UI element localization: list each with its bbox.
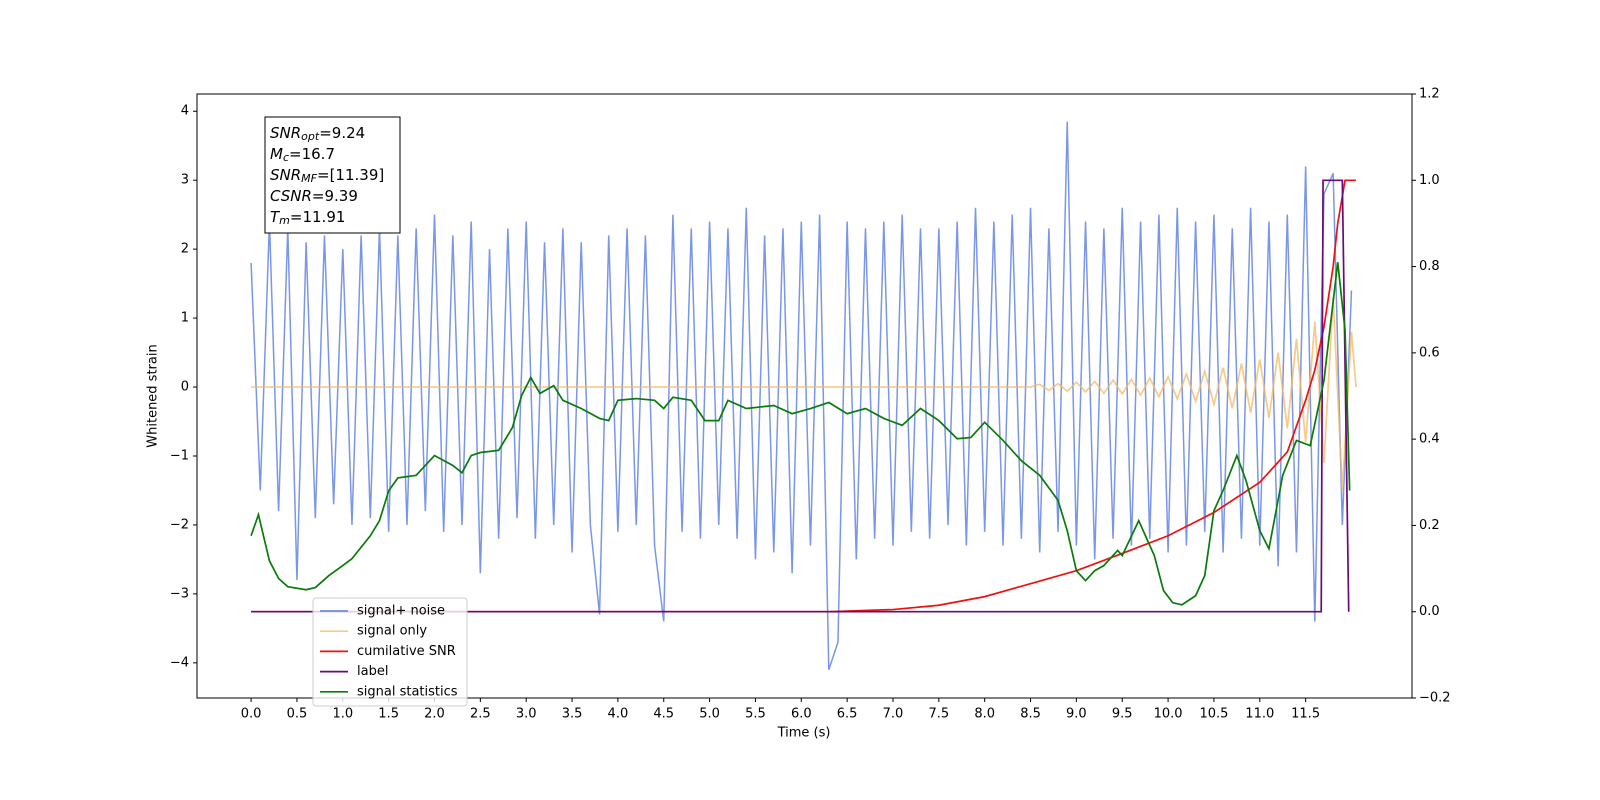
annotation-value: =9.24: [319, 124, 365, 142]
x-tick-label: 8.0: [974, 707, 995, 722]
x-tick-label: 6.5: [837, 707, 858, 722]
x-tick-label: 4.5: [653, 707, 674, 722]
x-tick-label: 1.0: [332, 707, 353, 722]
x-tick-label: 0.0: [241, 707, 262, 722]
x-tick-label: 2.5: [470, 707, 491, 722]
series-line: [250, 121, 1353, 670]
annotation-subscript: c: [283, 151, 289, 164]
legend-label: signal+ noise: [357, 604, 445, 619]
x-tick-label: 4.0: [608, 707, 629, 722]
legend-label: label: [357, 664, 388, 679]
x-tick-label: 3.0: [516, 707, 537, 722]
series-line: [251, 297, 1357, 491]
y-axis-label: Whitened strain: [146, 344, 161, 447]
x-tick-label: 1.5: [378, 707, 399, 722]
annotation: Mc=16.7: [270, 145, 335, 165]
annotation-value: =16.7: [289, 145, 335, 163]
x-tick-label: 10.5: [1199, 707, 1228, 722]
x-tick-label: 7.0: [883, 707, 904, 722]
x-tick-label: 0.5: [287, 707, 308, 722]
y-tick-label: 4: [181, 104, 189, 119]
annotation-value: =11.91: [290, 208, 346, 226]
y-tick-label: −3: [170, 586, 189, 601]
legend-label: signal only: [357, 624, 427, 639]
annotation-subscript: m: [279, 214, 290, 227]
y2-tick-label: 0.6: [1419, 345, 1440, 360]
annotation: CSNR=9.39: [270, 187, 358, 205]
annotation-subscript: opt: [301, 130, 320, 143]
y2-tick-label: 1.2: [1419, 87, 1440, 102]
x-tick-label: 10.0: [1154, 707, 1183, 722]
legend: [312, 597, 468, 707]
x-tick-label: 8.5: [1020, 707, 1041, 722]
annotation-symbol: SNR: [270, 166, 301, 184]
plot-area: [250, 121, 1357, 670]
x-tick-label: 9.0: [1066, 707, 1087, 722]
y-tick-label: −2: [170, 517, 189, 532]
y2-tick-label: 0.4: [1419, 432, 1440, 447]
y-tick-label: −4: [170, 655, 189, 670]
legend-label: cumilative SNR: [357, 644, 456, 659]
axes-frame: [196, 93, 1413, 699]
x-tick-label: 2.0: [424, 707, 445, 722]
x-tick-label: 11.5: [1291, 707, 1320, 722]
annotation-box: [264, 116, 401, 234]
x-tick-label: 11.0: [1245, 707, 1274, 722]
y-tick-label: 2: [181, 242, 189, 257]
y2-tick-label: −0.2: [1419, 691, 1451, 706]
y2-tick-label: 0.8: [1419, 259, 1440, 274]
y2-tick-label: 0.2: [1419, 518, 1440, 533]
x-tick-label: 6.0: [791, 707, 812, 722]
x-tick-label: 3.5: [562, 707, 583, 722]
annotation-symbol: CSNR: [270, 187, 312, 205]
annotation-symbol: M: [270, 145, 283, 163]
annotation-subscript: MF: [301, 172, 317, 185]
y-tick-label: 3: [181, 173, 189, 188]
y2-tick-label: 0.0: [1419, 604, 1440, 619]
series-line: [250, 262, 1351, 606]
annotation-value: =9.39: [312, 187, 358, 205]
x-tick-label: 7.5: [928, 707, 949, 722]
x-axis-label: Time (s): [777, 726, 831, 741]
annotation-symbol: T: [270, 208, 281, 226]
legend-label: signal statistics: [357, 684, 458, 699]
y-tick-label: 0: [181, 380, 189, 395]
annotation-symbol: SNR: [270, 124, 301, 142]
annotation-value: =[11.39]: [317, 166, 384, 184]
x-tick-label: 5.0: [699, 707, 720, 722]
annotation: SNRopt=9.24: [270, 124, 365, 144]
annotation: Tm=11.91: [270, 208, 345, 228]
x-tick-label: 5.5: [745, 707, 766, 722]
y-tick-label: 1: [181, 311, 189, 326]
y-tick-label: −1: [170, 448, 189, 463]
annotation: SNRMF=[11.39]: [270, 166, 384, 186]
y2-tick-label: 1.0: [1419, 173, 1440, 188]
x-tick-label: 9.5: [1112, 707, 1133, 722]
